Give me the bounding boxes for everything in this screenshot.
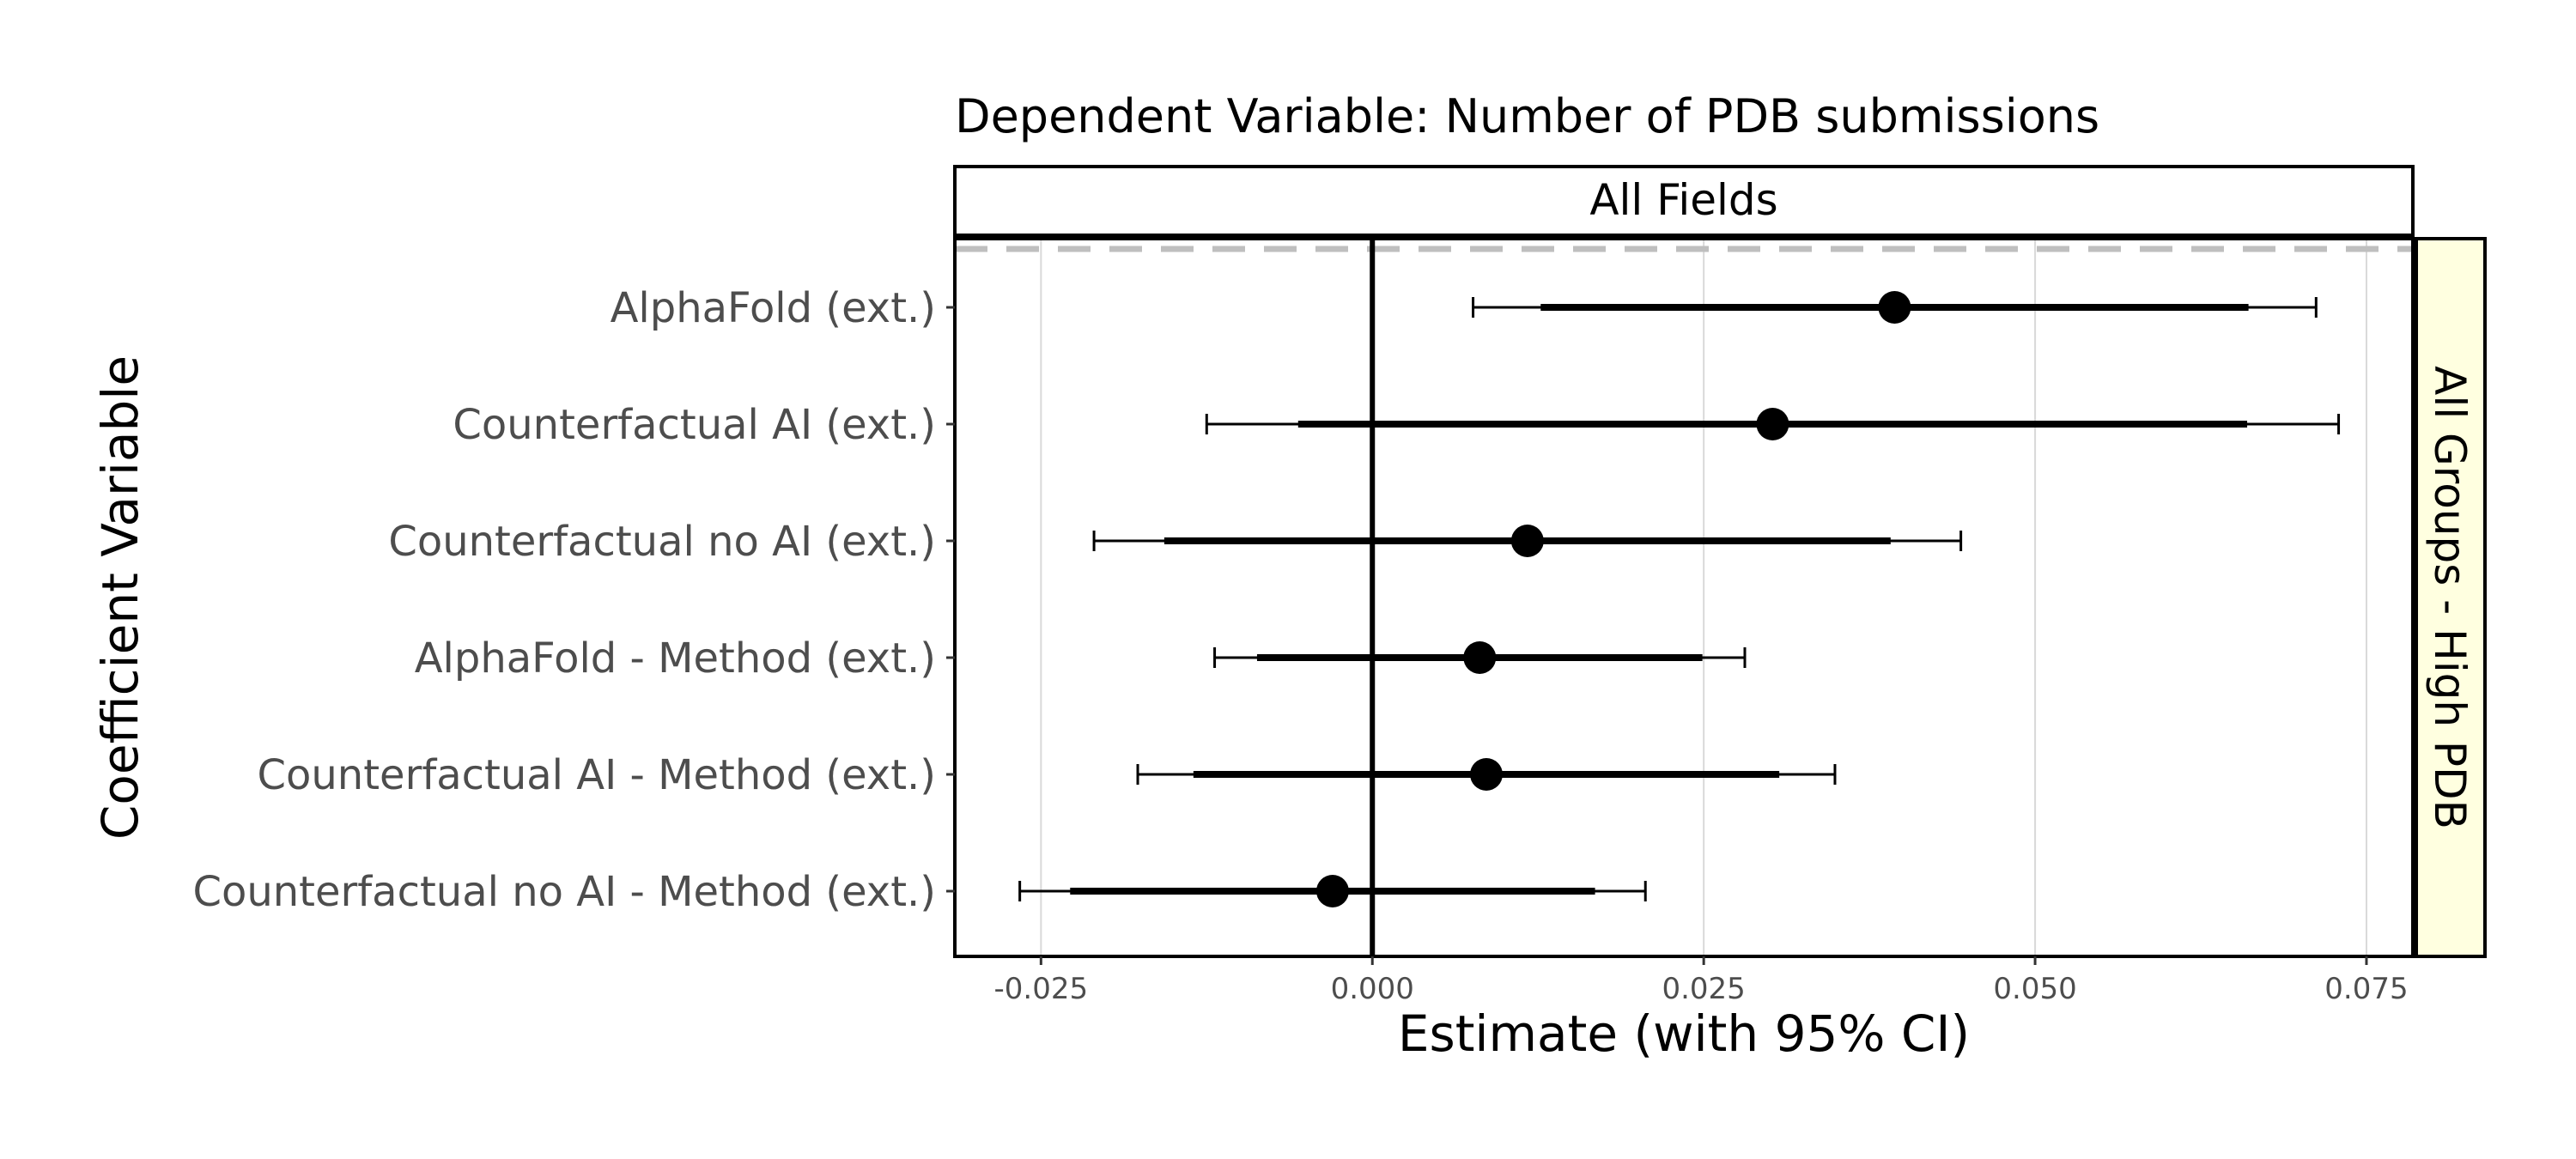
y-tick-label-4: Counterfactual AI - Method (ext.): [258, 751, 937, 799]
estimate-point-0: [1878, 291, 1911, 324]
x-tick-label-2: 0.025: [1662, 972, 1745, 1006]
facet-strip-top-label: All Fields: [1589, 175, 1777, 225]
facet-strip-top: [953, 165, 2415, 237]
y-tick-label-0: AlphaFold (ext.): [611, 284, 936, 332]
x-tick-label-4: 0.075: [2324, 972, 2408, 1006]
facet-strip-right-label: All Groups - High PDB: [2425, 366, 2475, 829]
estimate-point-4: [1469, 758, 1503, 791]
y-tick-label-3: AlphaFold - Method (ext.): [415, 634, 936, 683]
estimate-point-2: [1510, 525, 1544, 557]
x-tick-label-0: -0.025: [994, 972, 1089, 1006]
y-axis: AlphaFold (ext.) Counterfactual AI (ext.)…: [192, 284, 955, 916]
y-tick-label-5: Counterfactual no AI - Method (ext.): [192, 868, 936, 916]
chart-marks: [955, 239, 2413, 956]
gridlines: [1040, 239, 2367, 956]
estimate-point-3: [1463, 641, 1497, 674]
x-axis: -0.025 0.000 0.025 0.050 0.075: [994, 956, 2409, 1006]
x-axis-title: Estimate (with 95% CI): [1398, 1004, 1970, 1063]
x-tick-label-3: 0.050: [1993, 972, 2076, 1006]
facet-strip-right: [2415, 237, 2487, 958]
estimate-point-1: [1756, 408, 1789, 440]
x-tick-label-1: 0.000: [1331, 972, 1414, 1006]
y-tick-label-2: Counterfactual no AI (ext.): [388, 518, 936, 566]
y-tick-label-1: Counterfactual AI (ext.): [453, 401, 936, 449]
y-axis-title: Coefficient Variable: [91, 355, 149, 840]
chart-title: Dependent Variable: Number of PDB submis…: [955, 89, 2099, 143]
estimate-point-5: [1315, 875, 1349, 907]
plot-panel-border: [953, 237, 2415, 958]
